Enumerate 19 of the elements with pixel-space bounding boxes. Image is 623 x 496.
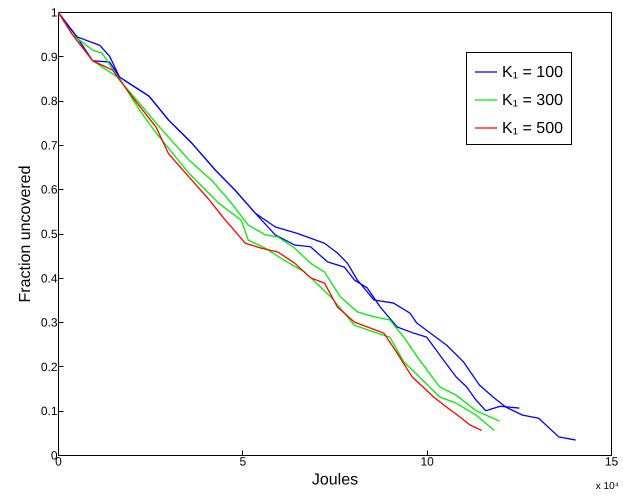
y-tick-label: 0.9 — [40, 50, 58, 64]
y-tick-label: 0.5 — [40, 227, 58, 241]
y-tick-label: 0.6 — [40, 182, 58, 197]
y-tick-label: 0.8 — [40, 94, 58, 108]
y-tick-label: 0.7 — [40, 138, 58, 152]
y-tick-label: 0.2 — [40, 360, 58, 374]
x-tick-label: 10 — [420, 454, 434, 468]
text: x 10⁴ — [596, 481, 619, 492]
x-tick-label: 5 — [239, 454, 246, 468]
x-axis-title: Joules — [312, 472, 358, 488]
y-tick-label: 0.4 — [40, 271, 58, 286]
y-tick-label: 0.1 — [40, 404, 58, 418]
legend-label: K₁ = 300 — [502, 92, 564, 109]
legend-label: K₁ = 100 — [502, 64, 564, 81]
y-tick-label: 1 — [50, 6, 58, 20]
y-tick-label: 0.3 — [40, 316, 58, 330]
x-tick-label: 15 — [604, 454, 618, 468]
y-axis-title: Fraction uncovered — [16, 166, 34, 302]
legend-label: K₁ = 500 — [502, 120, 564, 137]
